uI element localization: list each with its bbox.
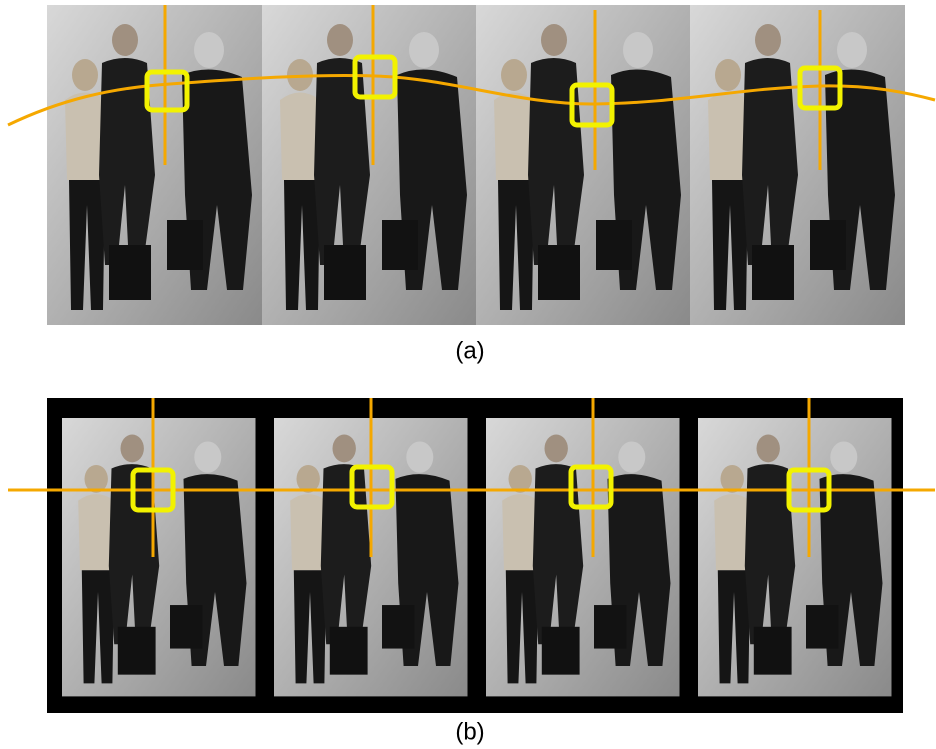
frame	[690, 5, 905, 325]
frame	[47, 5, 262, 325]
panel-b: (b)	[8, 398, 935, 745]
figure: (a) (b)	[0, 0, 936, 749]
frame	[486, 418, 680, 696]
frame	[698, 418, 892, 696]
frame	[262, 5, 477, 325]
panel-a: (a)	[8, 5, 935, 364]
page: (a) (b) (() => { const data = JSON.parse…	[0, 0, 936, 749]
panel-label: (a)	[455, 337, 484, 364]
frame	[476, 5, 691, 325]
frame	[62, 418, 256, 696]
panel-label: (b)	[455, 718, 484, 745]
